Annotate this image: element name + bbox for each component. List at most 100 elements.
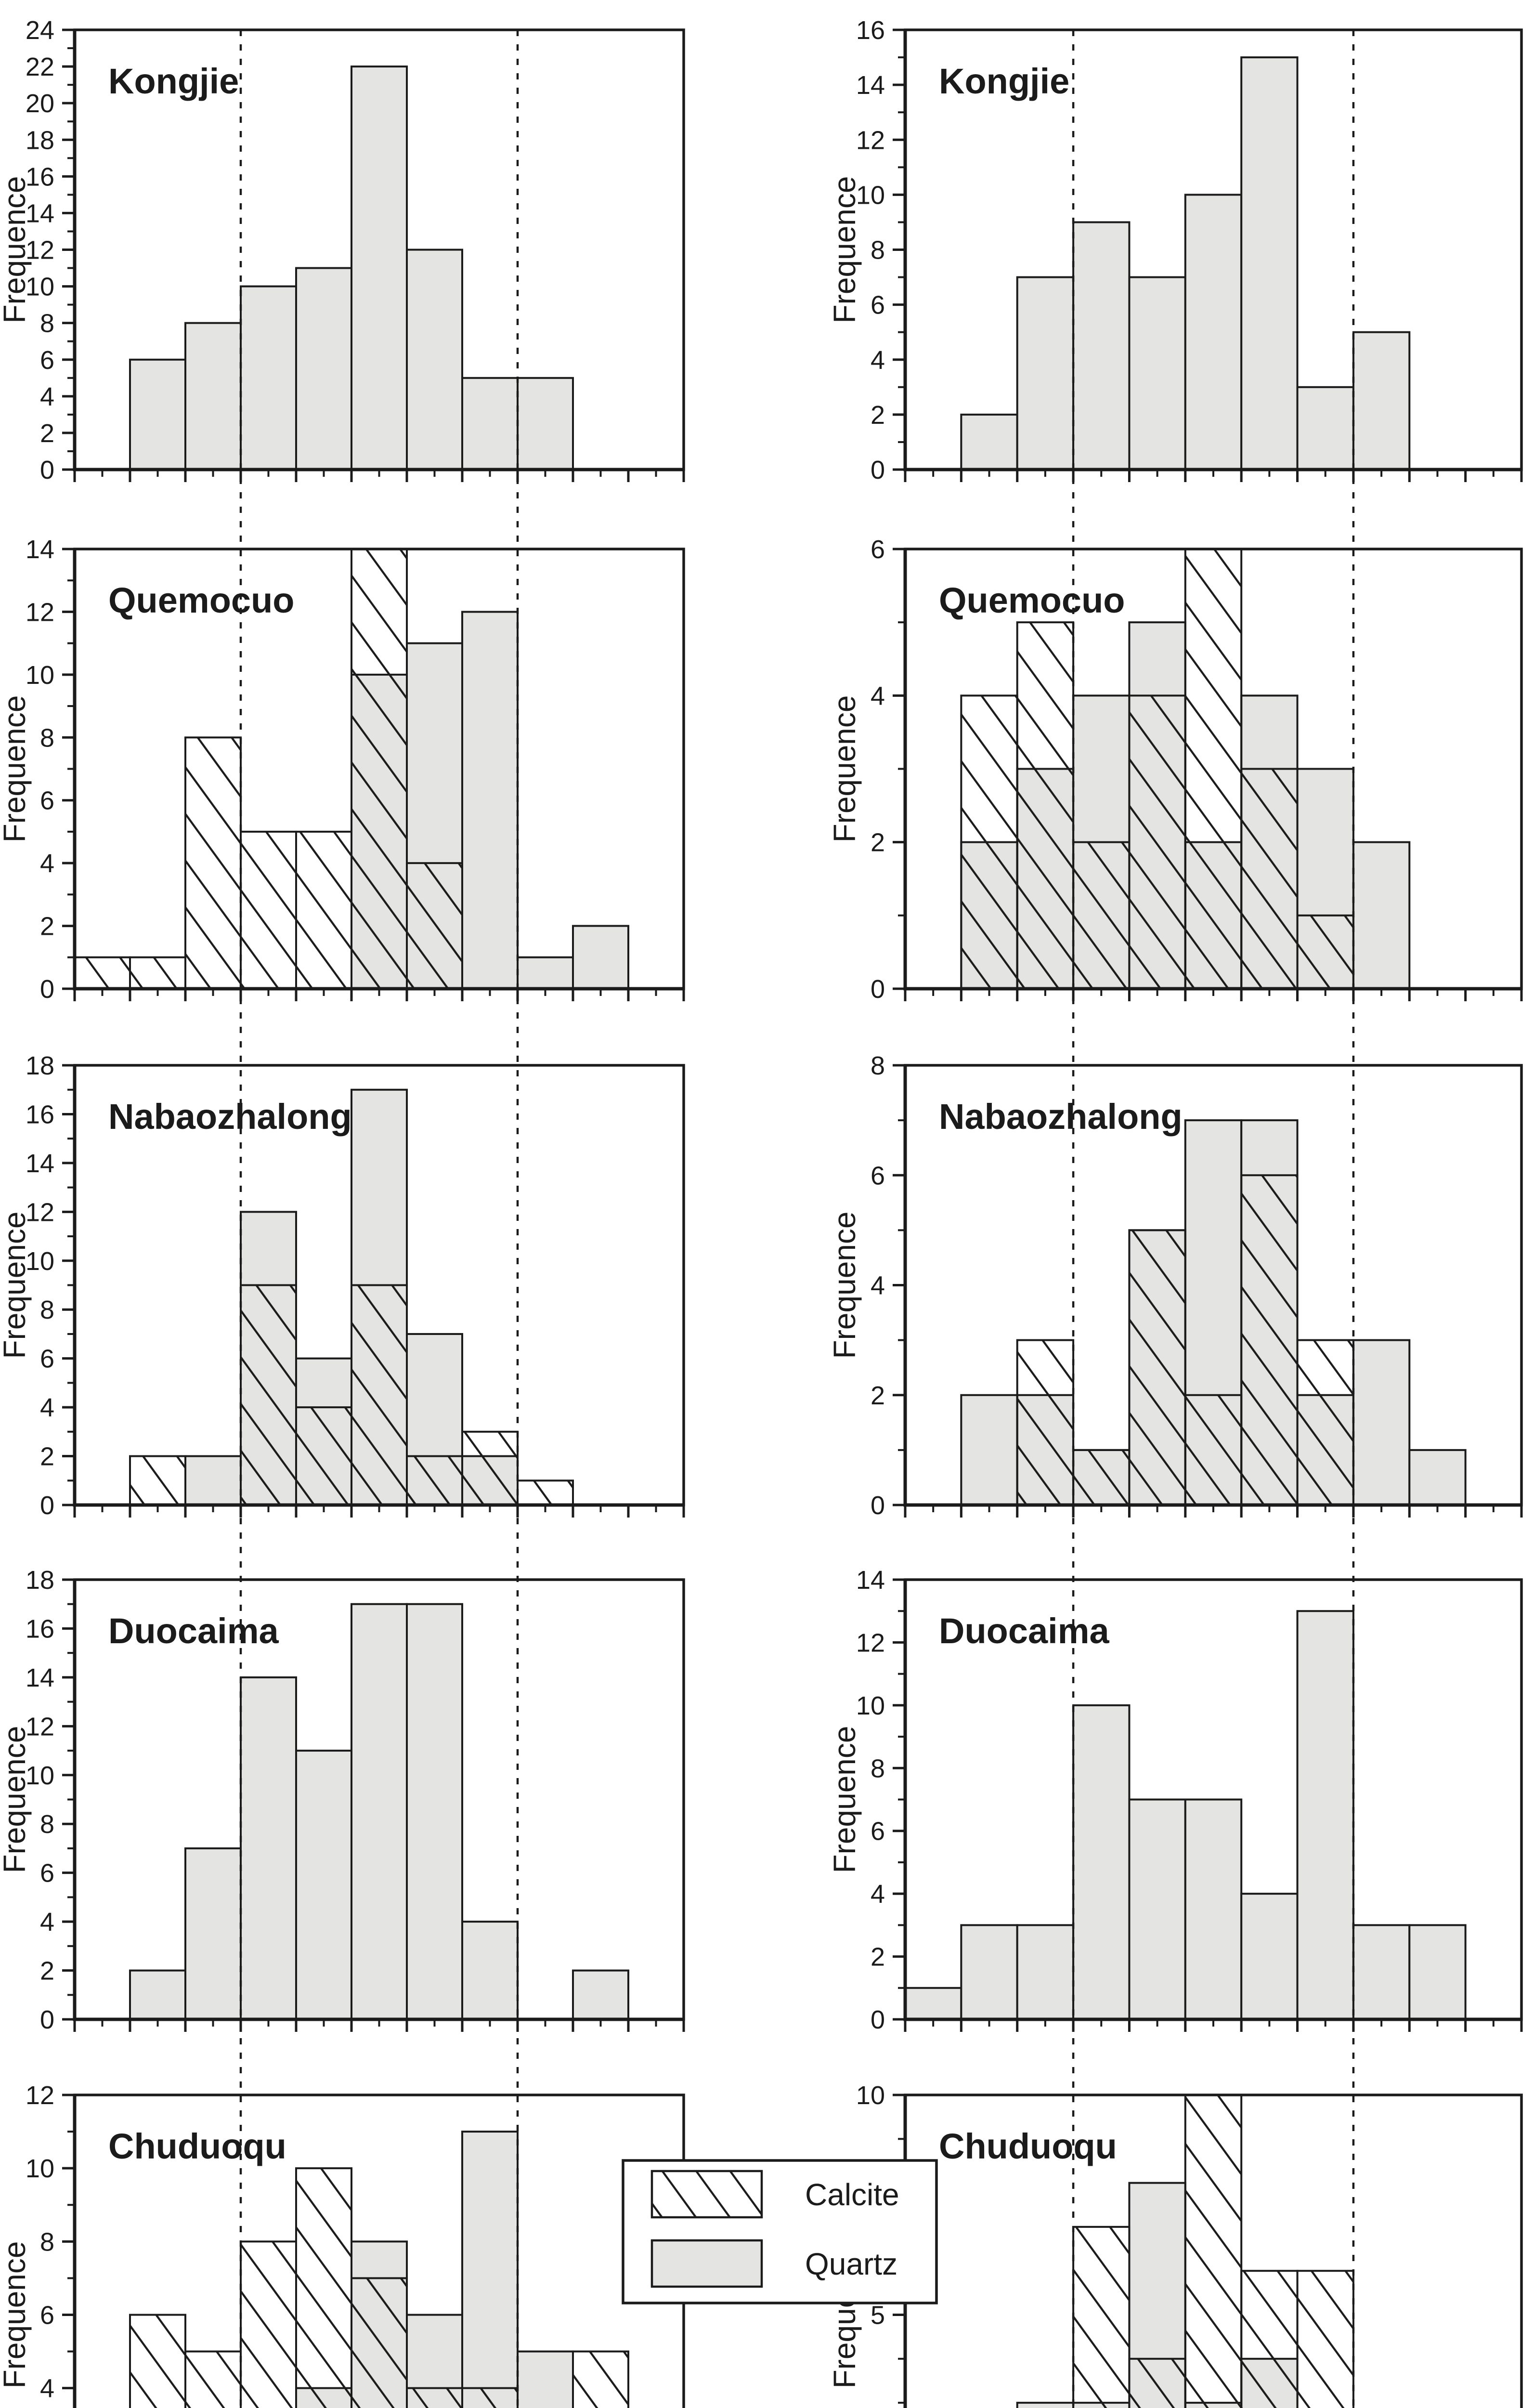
quartz-bar bbox=[572, 925, 629, 990]
calcite-bar bbox=[1128, 694, 1186, 990]
duocaima-th-quartz-series bbox=[129, 1603, 629, 2021]
y-tick-label: 6 bbox=[40, 1345, 54, 1374]
kongjie-th-quartz-series bbox=[129, 65, 574, 471]
y-tick-label: 18 bbox=[26, 126, 54, 155]
y-tick-label: 4 bbox=[871, 1271, 885, 1300]
panel-chuduoqu-salinity: 0510ChuduoquFrequence bbox=[827, 2081, 1523, 2408]
quartz-bar bbox=[960, 1924, 1018, 2021]
y-tick-label: 4 bbox=[871, 1880, 885, 1909]
quartz-bar bbox=[1408, 1449, 1467, 1506]
panel-title: Kongjie bbox=[108, 61, 239, 101]
calcite-bar bbox=[1240, 1174, 1299, 1506]
calcite-bar bbox=[184, 2350, 242, 2408]
y-tick-label: 12 bbox=[856, 126, 885, 155]
y-tick-label: 2 bbox=[871, 1381, 885, 1410]
y-tick-label: 4 bbox=[40, 1908, 54, 1937]
y-tick-label: 8 bbox=[40, 309, 54, 338]
panel-title: Nabaozhalong bbox=[108, 1097, 352, 1137]
y-tick-label: 16 bbox=[26, 162, 54, 191]
y-tick-label: 14 bbox=[26, 199, 54, 228]
quartz-bar bbox=[960, 413, 1018, 471]
calcite-bar bbox=[572, 2350, 629, 2408]
y-axis-title: Frequence bbox=[0, 2241, 32, 2389]
y-tick-label: 18 bbox=[26, 1051, 54, 1080]
y-axis-title: Frequence bbox=[827, 176, 862, 324]
calcite-bar bbox=[351, 1284, 408, 1506]
calcite-bar bbox=[517, 1479, 574, 1506]
y-tick-label: 0 bbox=[871, 1491, 885, 1520]
y-tick-label: 8 bbox=[871, 1754, 885, 1783]
calcite-bar bbox=[960, 694, 1018, 990]
quartz-bar bbox=[1296, 1610, 1354, 2021]
y-tick-label: 20 bbox=[26, 89, 54, 118]
y-tick-label: 10 bbox=[26, 1247, 54, 1276]
quartz-bar bbox=[461, 1921, 519, 2020]
calcite-bar bbox=[1296, 2270, 1354, 2408]
quartz-bar bbox=[406, 249, 463, 471]
legend-quartz-label: Quartz bbox=[805, 2247, 897, 2281]
y-tick-label: 8 bbox=[871, 1051, 885, 1080]
quartz-bar bbox=[1296, 386, 1354, 471]
calcite-bar bbox=[295, 830, 352, 990]
y-tick-label: 14 bbox=[26, 1149, 54, 1178]
quartz-bar bbox=[351, 65, 408, 471]
y-axis-title: Frequence bbox=[0, 176, 32, 324]
y-tick-label: 6 bbox=[40, 1859, 54, 1888]
y-tick-label: 6 bbox=[40, 346, 54, 375]
y-tick-label: 10 bbox=[26, 661, 54, 690]
quartz-bar bbox=[351, 1603, 408, 2020]
y-tick-label: 24 bbox=[26, 16, 54, 45]
quartz-bar bbox=[1352, 841, 1411, 990]
y-tick-label: 6 bbox=[871, 535, 885, 564]
y-tick-label: 14 bbox=[856, 71, 885, 100]
y-tick-label: 8 bbox=[40, 723, 54, 752]
quartz-bar bbox=[129, 1969, 186, 2021]
quartz-bar bbox=[1016, 2402, 1075, 2408]
y-tick-label: 12 bbox=[856, 1628, 885, 1657]
quartz-bar bbox=[1072, 221, 1131, 471]
quartz-bar bbox=[1128, 276, 1186, 471]
calcite-bar bbox=[240, 830, 297, 990]
y-tick-label: 8 bbox=[40, 1296, 54, 1324]
y-axis-title: Frequence bbox=[827, 1726, 862, 1873]
panel-chuduoqu-th: 024681012ChuduoquFrequence bbox=[0, 2081, 685, 2408]
y-tick-label: 0 bbox=[40, 1491, 54, 1520]
legend: Calcite Quartz bbox=[622, 2159, 938, 2304]
quartz-bar bbox=[129, 358, 186, 471]
quartz-bar bbox=[406, 1603, 463, 2020]
legend-calcite-label: Calcite bbox=[805, 2177, 899, 2212]
y-tick-label: 2 bbox=[40, 1957, 54, 1986]
calcite-bar bbox=[406, 862, 463, 990]
quartz-bar bbox=[184, 1455, 242, 1506]
calcite-bar bbox=[184, 736, 242, 990]
y-tick-label: 16 bbox=[26, 1100, 54, 1129]
calcite-bar bbox=[1128, 1229, 1186, 1506]
y-axis-title: Frequence bbox=[0, 1726, 32, 1873]
panel-title: Chuduoqu bbox=[939, 2126, 1117, 2166]
panel-quemocuo-th: 0 2 4 6 8 10 12 14 Quemocuo Frequence bbox=[0, 535, 685, 1004]
panel-title: Duocaima bbox=[939, 1611, 1110, 1651]
calcite-bar bbox=[406, 2387, 463, 2408]
panel-title: Chuduoqu bbox=[108, 2126, 286, 2166]
y-tick-label: 18 bbox=[26, 1566, 54, 1595]
calcite-bar bbox=[351, 548, 408, 990]
calcite-bar bbox=[1240, 2270, 1299, 2408]
calcite-bar bbox=[1072, 2225, 1131, 2408]
y-tick-label: 8 bbox=[871, 236, 885, 265]
chuduoqu-salinity-calcite-series bbox=[1072, 2094, 1354, 2408]
quartz-bar bbox=[295, 1750, 352, 2021]
calcite-bar bbox=[461, 2387, 519, 2408]
calcite-bar bbox=[1184, 548, 1243, 990]
panel-nabaozhalong-salinity: 0 2 4 6 8 Nabaozhalong Frequence bbox=[827, 1051, 1523, 1520]
y-tick-label: 12 bbox=[26, 2081, 54, 2110]
y-tick-label: 10 bbox=[26, 273, 54, 301]
quartz-bar bbox=[1240, 56, 1299, 471]
quartz-bar bbox=[1240, 1893, 1299, 2020]
panel-title: Quemocuo bbox=[108, 580, 294, 620]
quartz-bar bbox=[1128, 1798, 1186, 2020]
y-tick-label: 14 bbox=[856, 1566, 885, 1595]
y-tick-label: 4 bbox=[40, 1393, 54, 1422]
panel-duocaima-salinity: 0 2 4 6 8 10 12 14 Duocaima Frequence bbox=[827, 1566, 1523, 2034]
